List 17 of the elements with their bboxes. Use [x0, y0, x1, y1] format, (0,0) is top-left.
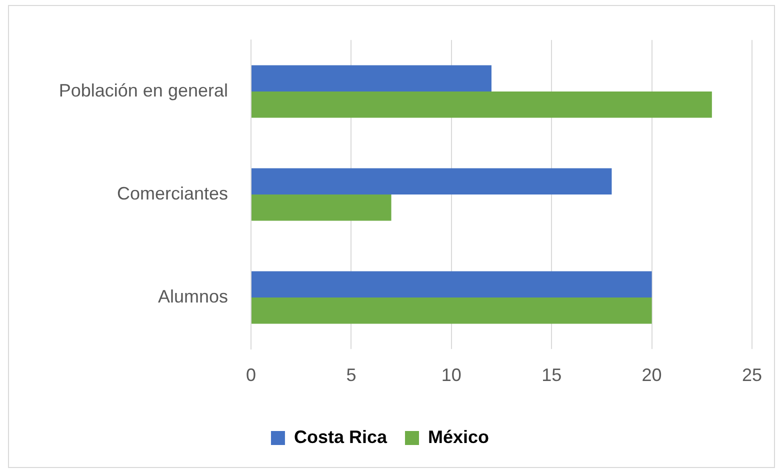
bar	[252, 271, 652, 298]
legend-label: México	[428, 426, 490, 447]
x-tick-label: 0	[246, 364, 256, 385]
x-tick-label: 15	[542, 364, 562, 385]
x-tick-label: 20	[642, 364, 662, 385]
y-tick-label: Comerciantes	[116, 183, 228, 204]
x-tick-label: 25	[742, 364, 762, 385]
bar	[252, 65, 492, 92]
bar	[252, 92, 712, 118]
x-tick-label: 5	[346, 364, 356, 385]
bar	[252, 298, 652, 324]
y-tick-label: Alumnos	[158, 286, 228, 306]
bar	[252, 194, 392, 221]
legend-label: Costa Rica	[294, 426, 388, 447]
x-tick-label: 10	[441, 364, 462, 385]
bar	[252, 168, 612, 194]
y-tick-label: Población en general	[58, 80, 228, 100]
